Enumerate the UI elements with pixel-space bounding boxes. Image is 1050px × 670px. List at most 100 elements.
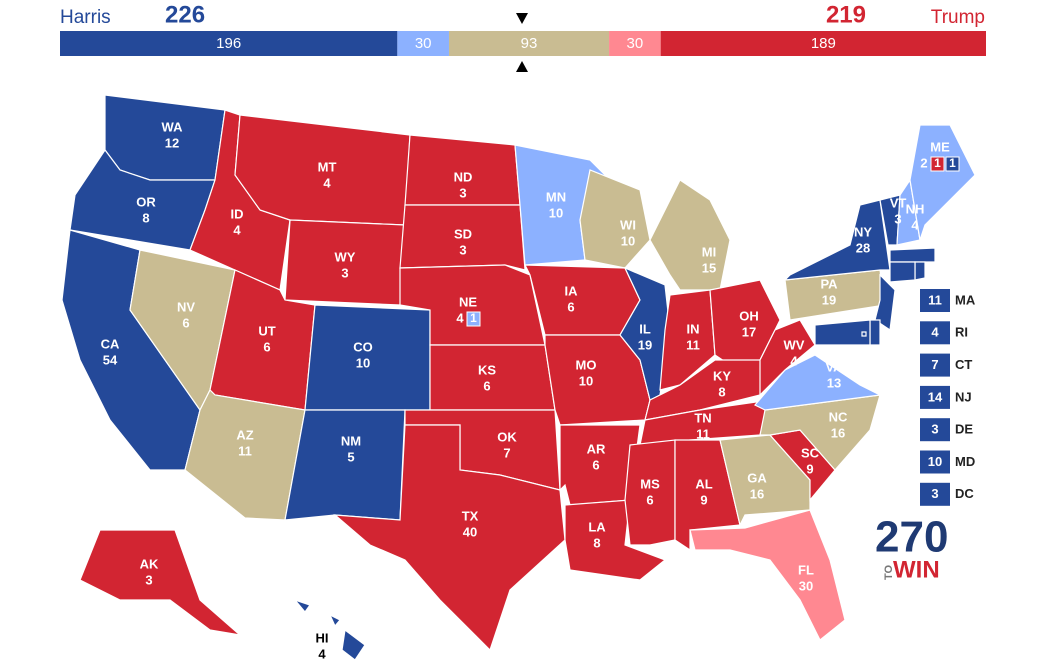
- small-state-abbr: DC: [955, 486, 974, 501]
- state-shape: [759, 394, 881, 471]
- state-shape: [914, 261, 926, 281]
- state-votes: 19: [822, 292, 836, 307]
- state-shape: [649, 179, 731, 291]
- small-state-votes: 7: [931, 357, 938, 372]
- state-shape: [874, 273, 896, 332]
- small-state-votes: 3: [931, 422, 938, 437]
- state-abbr: IN: [687, 321, 700, 336]
- small-state-abbr: DE: [955, 422, 973, 437]
- tally-bar: 196 30 93 30 189: [60, 31, 986, 56]
- small-state-abbr: RI: [955, 325, 968, 340]
- state-votes: 2: [920, 155, 927, 170]
- left-total: 226: [165, 1, 205, 28]
- state-votes: 6: [592, 457, 599, 472]
- small-state-abbr: CT: [955, 357, 972, 372]
- state-abbr: TN: [694, 410, 711, 425]
- state-votes: 40: [463, 524, 477, 539]
- state-votes: 8: [593, 535, 600, 550]
- logo: 270 TO WIN: [875, 513, 948, 584]
- small-state-votes: 14: [928, 389, 943, 404]
- state-abbr: IL: [639, 321, 651, 336]
- state-shape: [814, 319, 871, 346]
- state-votes: 10: [356, 355, 370, 370]
- left-name: Harris: [60, 7, 111, 28]
- state-votes: 4: [323, 175, 331, 190]
- state-abbr: LA: [588, 519, 606, 534]
- state-votes: 3: [894, 211, 901, 226]
- state-abbr: OR: [136, 194, 156, 209]
- state-abbr: MI: [702, 244, 716, 259]
- state-shape: [293, 598, 311, 613]
- state-votes: 6: [646, 492, 653, 507]
- state-votes: 16: [750, 486, 764, 501]
- state-abbr: GA: [747, 470, 767, 485]
- state-abbr: MS: [640, 476, 660, 491]
- state-shape: [79, 529, 242, 636]
- logo-win: WIN: [893, 556, 940, 583]
- state-shape: [754, 354, 883, 411]
- state-votes: 11: [686, 337, 700, 352]
- bar-label: 30: [415, 35, 432, 52]
- small-state-votes: 4: [931, 325, 939, 340]
- state-votes: 3: [341, 265, 348, 280]
- state-abbr: WV: [784, 337, 805, 352]
- right-total: 219: [826, 1, 866, 28]
- state-votes: 12: [165, 135, 179, 150]
- marker-bottom: [516, 61, 528, 72]
- state-shape: [524, 264, 641, 336]
- bar-segment: [60, 31, 398, 56]
- state-votes: 16: [831, 425, 845, 440]
- state-votes: 4: [233, 222, 241, 237]
- state-abbr: OK: [497, 429, 517, 444]
- bar-segment: [609, 31, 661, 56]
- state-shape: [783, 199, 891, 281]
- state-votes: 10: [579, 373, 593, 388]
- state-votes: 4: [790, 353, 798, 368]
- state-abbr: WI: [620, 217, 636, 232]
- small-state-votes: 11: [928, 292, 942, 307]
- district-box: [930, 156, 945, 172]
- state-abbr: HI: [316, 630, 329, 645]
- state-votes: 54: [103, 352, 118, 367]
- state-abbr: UT: [258, 323, 275, 338]
- state-abbr: SC: [801, 445, 820, 460]
- state-shape: [689, 509, 846, 641]
- state-abbr: NH: [906, 201, 925, 216]
- right-name: Trump: [931, 7, 985, 28]
- state-votes: 9: [806, 461, 813, 476]
- district-box: [945, 156, 960, 172]
- small-state-list: 11 MA 4 RI 7 CT 14 NJ 3 DE 10 MD 3 DC: [920, 289, 976, 506]
- state-votes: 15: [702, 260, 716, 275]
- state-shape: [341, 628, 366, 661]
- small-state-box: [920, 418, 950, 442]
- state-votes: 3: [145, 572, 152, 587]
- state-abbr: VT: [890, 195, 907, 210]
- state-votes: 19: [638, 337, 652, 352]
- state-abbr: TX: [462, 508, 479, 523]
- state-abbr: OH: [739, 308, 759, 323]
- state-abbr: PA: [820, 276, 838, 291]
- bar-segment: [397, 31, 449, 56]
- state-abbr: ID: [231, 206, 244, 221]
- state-votes: 4: [318, 646, 326, 661]
- state-shape: [869, 319, 881, 346]
- small-state-box: [920, 321, 950, 345]
- state-shape: [579, 169, 651, 269]
- small-state-box: [920, 289, 950, 312]
- state-abbr: ND: [454, 169, 473, 184]
- bar-label: 196: [216, 35, 241, 52]
- state-abbr: CA: [101, 336, 120, 351]
- state-abbr: CO: [353, 339, 373, 354]
- state-abbr: MT: [318, 159, 337, 174]
- state-shape: [889, 247, 936, 263]
- district-votes: 1: [949, 156, 956, 170]
- state-shape: [889, 261, 916, 283]
- state-votes: 5: [347, 449, 354, 464]
- bar-label: 189: [811, 35, 836, 52]
- state-shape: [333, 424, 566, 652]
- bar-segment: [448, 31, 610, 56]
- bar-segment: [660, 31, 986, 56]
- marker-top: [516, 13, 528, 24]
